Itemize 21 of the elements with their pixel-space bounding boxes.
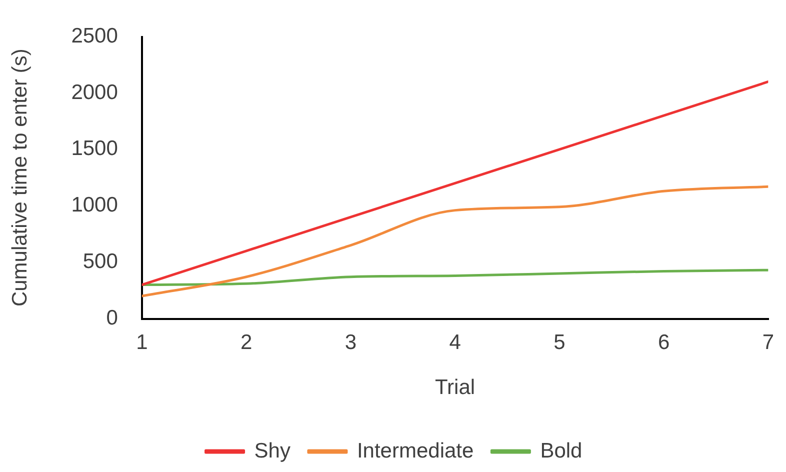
legend-label: Bold bbox=[540, 439, 582, 462]
x-tick-label: 3 bbox=[344, 330, 357, 354]
line-series bbox=[142, 80, 768, 286]
x-axis-title: Trial bbox=[435, 376, 476, 400]
line-series bbox=[142, 185, 768, 298]
y-axis-title: Cumulative time to enter (s) bbox=[8, 48, 32, 307]
y-tick-label: 2000 bbox=[71, 80, 118, 104]
x-tick-label: 7 bbox=[762, 330, 774, 354]
y-tick-label: 1500 bbox=[71, 137, 118, 160]
x-tick-label: 6 bbox=[658, 330, 670, 354]
y-tick-label: 1000 bbox=[71, 194, 118, 217]
x-tick-label: 2 bbox=[240, 330, 252, 354]
legend-label: Intermediate bbox=[356, 439, 474, 462]
y-tick-label: 500 bbox=[82, 250, 118, 273]
y-tick-label: 2500 bbox=[71, 24, 118, 48]
line-series bbox=[142, 268, 768, 286]
x-tick-label: 4 bbox=[449, 330, 462, 354]
y-tick-label: 0 bbox=[106, 306, 118, 330]
legend-label: Shy bbox=[254, 439, 291, 462]
x-tick-label: 1 bbox=[136, 330, 148, 354]
x-tick-label: 5 bbox=[554, 330, 566, 354]
